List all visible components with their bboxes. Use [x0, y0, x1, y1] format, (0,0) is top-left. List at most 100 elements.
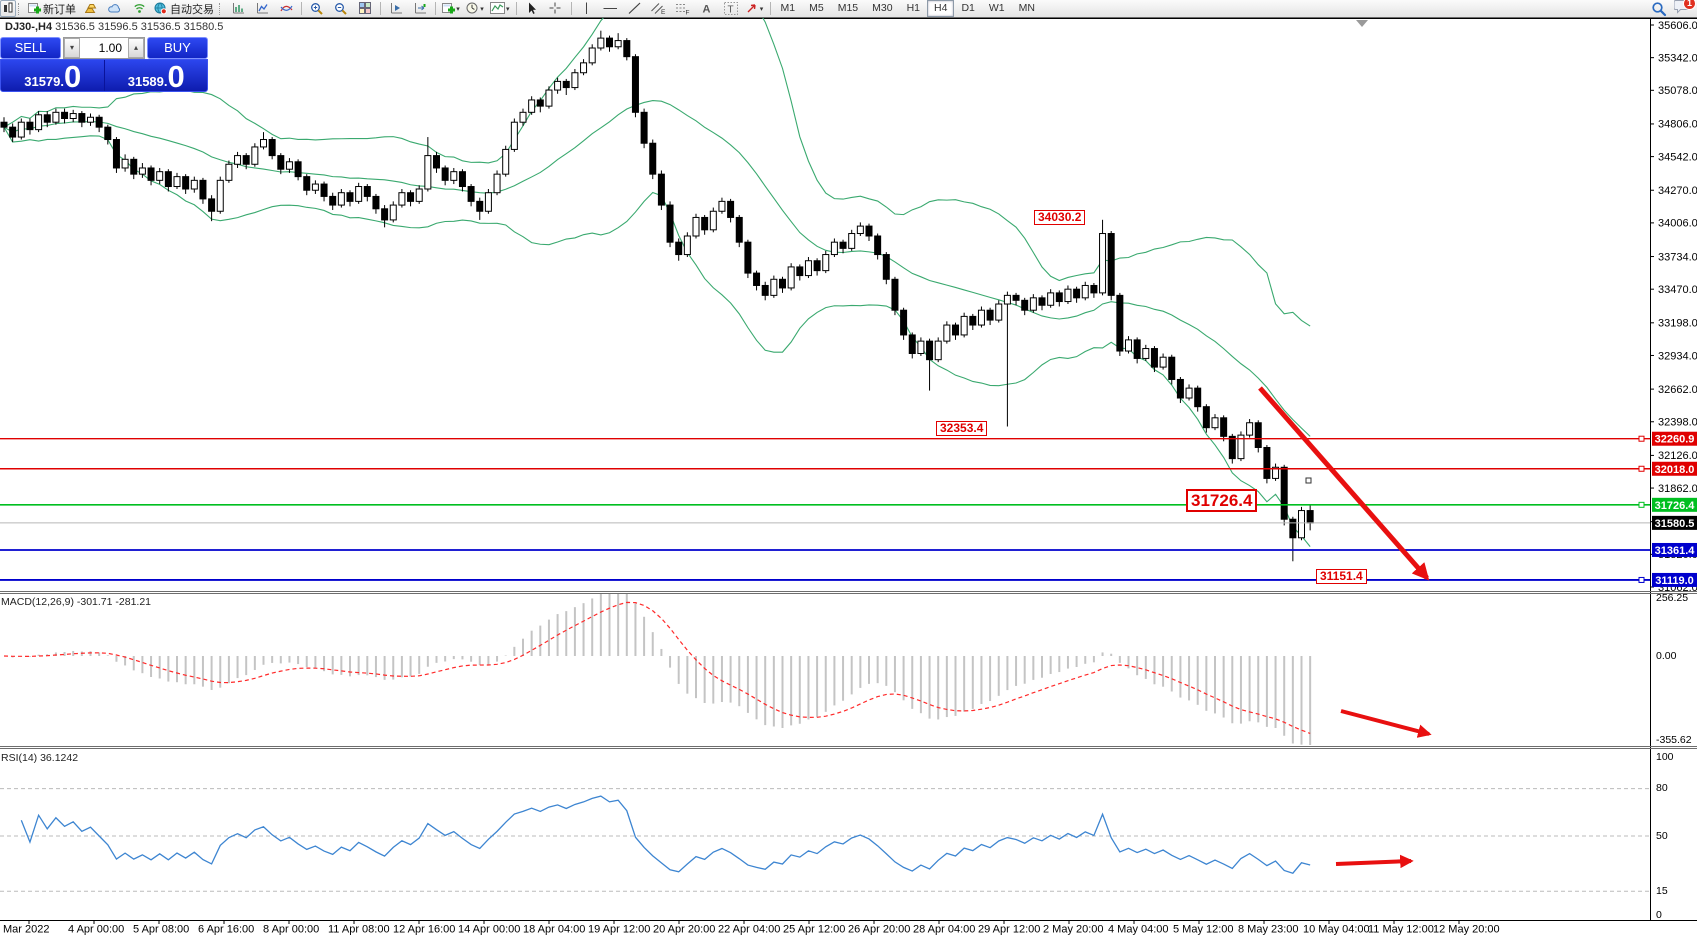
chevron-down-icon: ▾ — [456, 5, 460, 13]
buy-price-display[interactable]: 31589. 0 — [105, 60, 208, 92]
timeframe-h1-button[interactable]: H1 — [906, 2, 921, 14]
vertical-line-tool-button[interactable] — [575, 0, 599, 17]
gold-bars-icon — [84, 4, 96, 13]
sell-price-display[interactable]: 31579. 0 — [1, 60, 105, 92]
search-icon[interactable] — [1651, 1, 1668, 17]
objects-curves-button[interactable] — [274, 0, 298, 17]
time-axis-zone[interactable] — [0, 921, 1650, 940]
timeframe-m5-button[interactable]: M5 — [809, 2, 824, 14]
label-tool-button[interactable]: T — [719, 0, 743, 17]
candle-body — [545, 89, 553, 107]
level-handle[interactable] — [1638, 576, 1645, 583]
price-annotation-31151.4[interactable]: 31151.4 — [1316, 569, 1367, 585]
candle-body — [285, 161, 293, 170]
timeframe-w1-button[interactable]: W1 — [988, 2, 1005, 14]
candle-body — [329, 195, 337, 206]
horizontal-line-icon — [603, 8, 618, 9]
price-axis[interactable] — [1651, 19, 1697, 920]
trend-arrow[interactable] — [1258, 386, 1430, 581]
crosshair-tool-button[interactable] — [544, 0, 568, 17]
price-annotation-31726.4[interactable]: 31726.4 — [1186, 489, 1258, 513]
time-tick-label: 4 Apr 00:00 — [68, 924, 124, 936]
level-price-tag — [1652, 497, 1697, 512]
chart-shift-marker[interactable] — [1356, 20, 1368, 27]
level-price-tag-label: 31119.0 — [1655, 575, 1694, 587]
chart-shift-button[interactable] — [384, 0, 408, 17]
arrows-tool-button[interactable]: ▾ — [743, 0, 767, 17]
macd-indicator-label: MACD(12,26,9) -301.71 -281.21 — [1, 596, 151, 608]
chevron-down-icon: ▾ — [480, 5, 484, 13]
price-annotation-32353.4[interactable]: 32353.4 — [936, 421, 988, 437]
price-annotation-34030.2[interactable]: 34030.2 — [1034, 210, 1086, 226]
candle-body — [1142, 348, 1150, 359]
candle-body — [1263, 446, 1271, 479]
candle-body — [718, 200, 726, 212]
time-tick-label: 18 Apr 04:00 — [523, 924, 585, 936]
signal-icon-button[interactable] — [127, 0, 151, 17]
cursor-tool-button[interactable] — [520, 0, 544, 17]
timeframe-m15-button[interactable]: M15 — [837, 2, 859, 14]
level-price-tag-label: 32260.9 — [1655, 434, 1695, 446]
chevron-down-icon: ▾ — [759, 5, 764, 13]
autotrading-button[interactable]: 自动交易 — [151, 0, 217, 17]
level-handle[interactable] — [1638, 435, 1645, 442]
zoom-out-button[interactable] — [329, 0, 353, 17]
macd-panel — [3, 594, 1312, 745]
zoom-in-button[interactable] — [305, 0, 329, 17]
equidistant-channel-tool-button[interactable]: E — [647, 0, 671, 17]
level-handle[interactable] — [1638, 465, 1645, 472]
notification-badge: 1 — [1683, 0, 1696, 10]
horizontal-line-tool-button[interactable] — [599, 0, 623, 17]
trend-arrow[interactable] — [1340, 709, 1432, 738]
new-chart-button[interactable]: ▾ — [439, 0, 463, 17]
volume-input[interactable] — [80, 38, 128, 58]
level-handle[interactable] — [1638, 501, 1645, 508]
candle-body — [1289, 518, 1297, 539]
notifications-button[interactable]: 1 — [1673, 0, 1696, 19]
candle-body — [692, 216, 700, 237]
candle-body — [683, 235, 691, 256]
timeframe-m30-button[interactable]: M30 — [872, 2, 893, 14]
fibonacci-tool-button[interactable]: F — [671, 0, 695, 17]
indicator-window-button[interactable] — [250, 0, 274, 17]
price-tick-label: 32126.0 — [1658, 450, 1697, 462]
candle-body — [1038, 297, 1046, 306]
charts-menu-button[interactable] — [0, 0, 16, 17]
candle-body — [813, 260, 821, 272]
auto-scroll-icon — [414, 3, 426, 14]
candle-body — [35, 114, 43, 131]
candle-body — [1306, 510, 1314, 524]
time-tick-label: 14 Apr 00:00 — [458, 924, 520, 936]
buy-button[interactable]: BUY — [147, 37, 208, 59]
candle-body — [649, 142, 657, 175]
chart-shift-icon — [390, 3, 402, 14]
candle-body — [415, 188, 423, 202]
candle-body — [121, 158, 129, 169]
candle-body — [1202, 406, 1210, 429]
candle-body — [225, 163, 233, 181]
candle-body — [804, 260, 812, 277]
timeframe-m1-button[interactable]: M1 — [780, 2, 796, 14]
indicators-button[interactable] — [226, 0, 250, 17]
timeframe-d1-button[interactable]: D1 — [961, 2, 975, 14]
new-order-button[interactable]: 新订单 — [25, 0, 79, 17]
sell-button[interactable]: SELL — [0, 37, 61, 59]
candle-body — [1150, 348, 1158, 368]
cloud-icon-button[interactable] — [103, 0, 127, 17]
trendline-tool-button[interactable] — [623, 0, 647, 17]
timeframe-h4-button[interactable]: H4 — [927, 0, 955, 17]
auto-scroll-button[interactable] — [408, 0, 432, 17]
tile-windows-button[interactable] — [353, 0, 377, 17]
candle-body — [727, 200, 735, 218]
chart-type-button[interactable]: ▾ — [487, 0, 513, 17]
volume-decrease-button[interactable]: ▾ — [64, 38, 80, 58]
signal-icon — [133, 4, 145, 13]
period-clock-button[interactable]: ▾ — [463, 0, 487, 17]
zoom-out-icon — [335, 2, 347, 15]
gold-bars-icon-button[interactable] — [79, 0, 103, 17]
timeframe-mn-button[interactable]: MN — [1018, 2, 1035, 14]
text-tool-button[interactable]: A — [695, 0, 719, 17]
volume-increase-button[interactable]: ▴ — [128, 38, 144, 58]
trend-arrow[interactable] — [1335, 854, 1414, 869]
